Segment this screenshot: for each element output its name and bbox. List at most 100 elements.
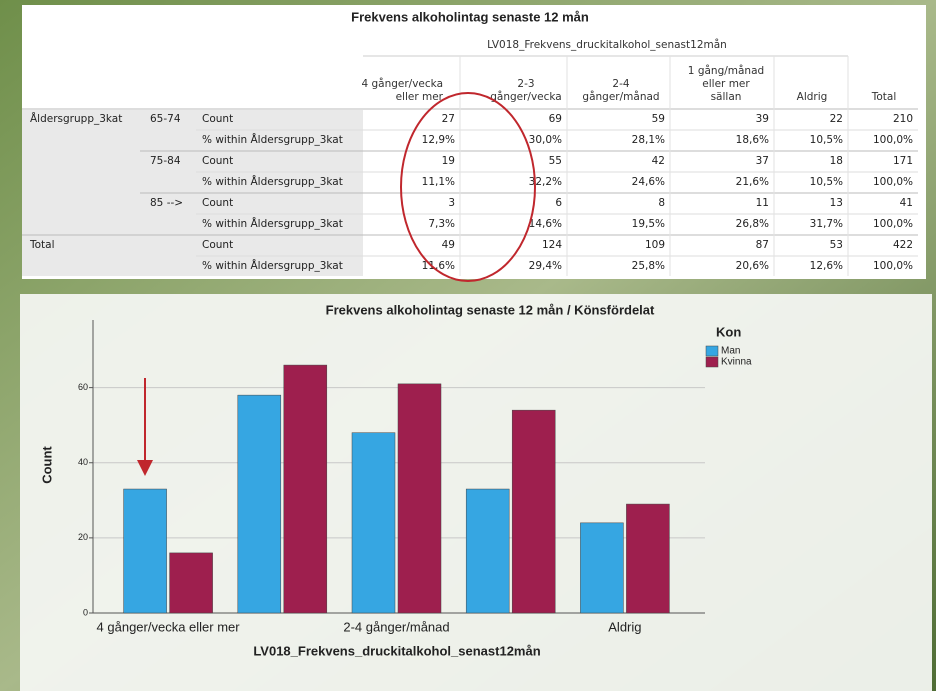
legend-label: Man (721, 346, 740, 357)
cell: 25,8% (632, 260, 665, 272)
column-header: 2-4 (612, 78, 629, 90)
stat-label: Count (202, 197, 233, 209)
total-label: Total (29, 239, 55, 251)
group-label: 75-84 (150, 155, 181, 167)
bar (124, 489, 167, 613)
cell: 27 (442, 113, 455, 125)
cell: 19 (442, 155, 455, 167)
cell: 3 (448, 197, 455, 209)
bar (626, 504, 669, 613)
screenshot: Frekvens alkoholintag senaste 12 mån LV0… (0, 0, 936, 691)
cell: 12,9% (422, 134, 455, 146)
legend-label: Kvinna (721, 357, 752, 368)
column-header: 4 gånger/vecka (361, 77, 443, 90)
bar (466, 489, 509, 613)
stat-label: Count (202, 113, 233, 125)
cell: 210 (893, 113, 913, 125)
cell: 11 (756, 197, 769, 209)
x-tick-label: 4 gånger/vecka eller mer (97, 619, 241, 634)
cell: 32,2% (529, 176, 562, 188)
cell: 18 (830, 155, 843, 167)
column-header: 1 gång/månad (688, 64, 764, 77)
bar (238, 395, 281, 613)
cell: 7,3% (428, 218, 455, 230)
bar (398, 384, 441, 613)
y-tick-label: 20 (78, 532, 88, 542)
column-header: 2-3 (517, 78, 534, 90)
cell: 69 (549, 113, 562, 125)
row-variable: Åldersgrupp_3kat (30, 112, 122, 125)
stat-label: % within Åldersgrupp_3kat (202, 133, 343, 146)
cell: 42 (652, 155, 665, 167)
x-tick-label: 2-4 gånger/månad (343, 619, 449, 634)
cell: 55 (549, 155, 562, 167)
cell: 31,7% (810, 218, 843, 230)
cell: 124 (542, 239, 562, 251)
x-axis-label: LV018_Frekvens_druckitalkohol_senast12må… (253, 643, 540, 658)
cell: 29,4% (529, 260, 562, 272)
x-tick-label: Aldrig (608, 619, 641, 634)
cell: 12,6% (810, 260, 843, 272)
cell: 37 (756, 155, 769, 167)
cell: 19,5% (632, 218, 665, 230)
cell: 422 (893, 239, 913, 251)
bar (352, 433, 395, 613)
column-header: Total (871, 91, 897, 103)
cell: 41 (900, 197, 913, 209)
cell: 6 (555, 197, 562, 209)
column-header: gånger/månad (582, 90, 659, 103)
table-title: Frekvens alkoholintag senaste 12 mån (351, 9, 589, 24)
cell: 171 (893, 155, 913, 167)
legend-swatch (706, 346, 718, 356)
legend-title: Kon (716, 324, 741, 339)
chart-title: Frekvens alkoholintag senaste 12 mån / K… (326, 302, 655, 317)
bar (170, 553, 213, 613)
cell: 26,8% (736, 218, 769, 230)
y-tick-label: 0 (83, 607, 88, 617)
cell: 49 (442, 239, 455, 251)
cell: 100,0% (873, 134, 913, 146)
cell: 14,6% (529, 218, 562, 230)
cell: 18,6% (736, 134, 769, 146)
column-header: eller mer (702, 78, 750, 90)
cell: 100,0% (873, 176, 913, 188)
cell: 100,0% (873, 260, 913, 272)
column-header: sällan (711, 91, 742, 103)
stat-label: % within Åldersgrupp_3kat (202, 217, 343, 230)
y-tick-label: 60 (78, 382, 88, 392)
bar (580, 523, 623, 613)
y-tick-label: 40 (78, 457, 88, 467)
stat-label: Count (202, 155, 233, 167)
cell: 39 (756, 113, 769, 125)
cell: 10,5% (810, 134, 843, 146)
cell: 24,6% (632, 176, 665, 188)
bar (512, 410, 555, 613)
bar (284, 365, 327, 613)
group-label: 85 --> (150, 197, 183, 209)
cell: 20,6% (736, 260, 769, 272)
cell: 30,0% (529, 134, 562, 146)
stat-label: Count (202, 239, 233, 251)
cell: 109 (645, 239, 665, 251)
cell: 59 (652, 113, 665, 125)
y-axis-label: Count (39, 446, 54, 484)
group-label: 65-74 (150, 113, 181, 125)
column-header: eller mer (396, 91, 444, 103)
column-header: gånger/vecka (490, 90, 562, 103)
column-header: Aldrig (797, 91, 828, 103)
page: {"table": { "title": "Frekvens alkoholin… (0, 0, 936, 691)
cell: 13 (830, 197, 843, 209)
cell: 11,1% (422, 176, 455, 188)
legend-swatch (706, 357, 718, 367)
column-group: LV018_Frekvens_druckitalkohol_senast12må… (487, 38, 727, 51)
cell: 100,0% (873, 218, 913, 230)
cell: 10,5% (810, 176, 843, 188)
cell: 8 (658, 197, 665, 209)
cell: 53 (830, 239, 843, 251)
stat-label: % within Åldersgrupp_3kat (202, 259, 343, 272)
cell: 28,1% (632, 134, 665, 146)
cell: 22 (830, 113, 843, 125)
cell: 87 (756, 239, 769, 251)
stat-label: % within Åldersgrupp_3kat (202, 175, 343, 188)
cell: 21,6% (736, 176, 769, 188)
